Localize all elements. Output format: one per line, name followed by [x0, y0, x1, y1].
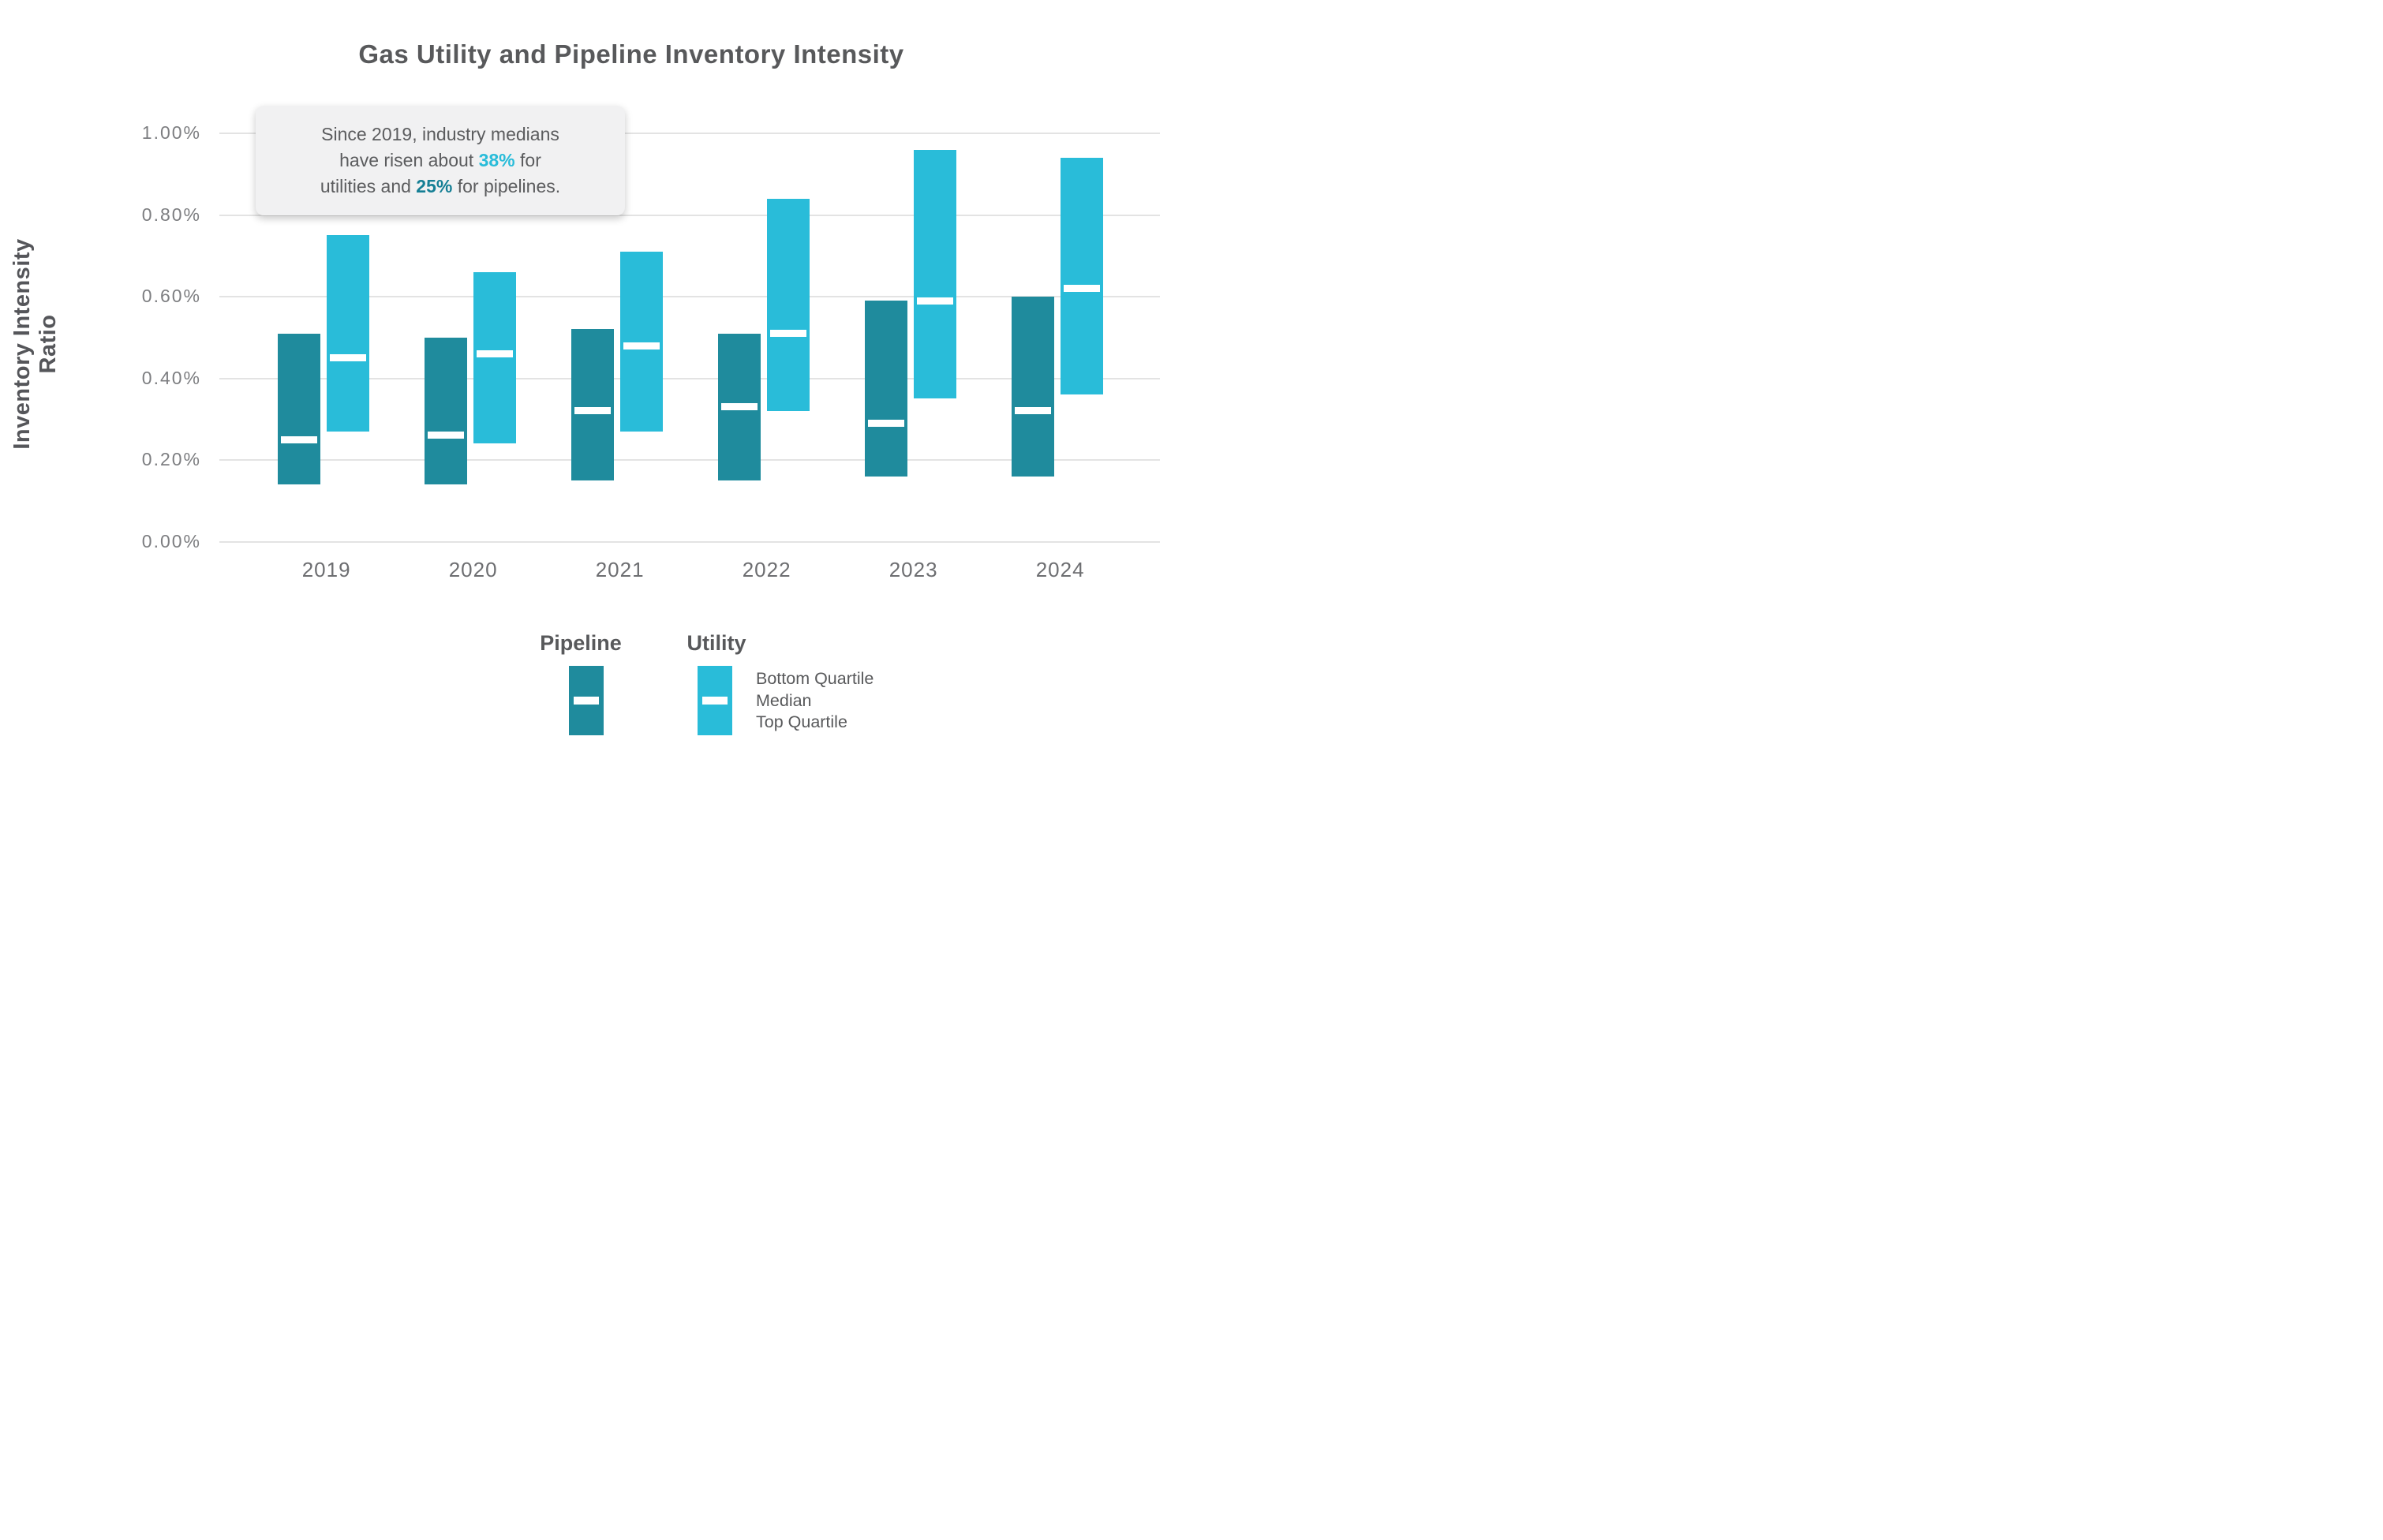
y-tick-label-0.60%: 0.60% [141, 286, 201, 306]
pipeline-increase-value: 25% [416, 176, 453, 196]
x-tick-label-2020: 2020 [448, 558, 498, 581]
median-line-utility-2022 [769, 330, 806, 338]
legend-swatch-utility [698, 666, 732, 735]
gridline-0.20% [219, 459, 1160, 461]
annotation-line-1: Since 2019, industry medians [321, 124, 559, 144]
annotation-callout: Since 2019, industry medians have risen … [256, 106, 625, 215]
quartile-bar-utility-2022 [766, 198, 810, 411]
quartile-bar-pipeline-2021 [570, 329, 614, 480]
legend-item-median: Median [756, 690, 812, 710]
x-tick-label-2021: 2021 [595, 558, 645, 581]
annotation-line-2: have risen about 38% for [339, 150, 541, 170]
y-tick-label-0.80%: 0.80% [141, 204, 201, 225]
quartile-bar-utility-2023 [913, 149, 956, 399]
x-tick-label-2024: 2024 [1035, 558, 1085, 581]
legend-item-top-quartile: Top Quartile [756, 712, 847, 731]
legend-swatch-pipeline [569, 666, 604, 735]
median-line-utility-2024 [1063, 285, 1100, 293]
median-line-pipeline-2021 [574, 407, 611, 415]
y-axis-title: Inventory Intensity Ratio [9, 238, 61, 450]
quartile-bar-pipeline-2024 [1011, 297, 1054, 477]
annotation-line-3: utilities and 25% for pipelines. [320, 176, 561, 196]
median-line-utility-2020 [476, 349, 513, 357]
quartile-bar-pipeline-2020 [424, 337, 467, 485]
y-tick-label-0.00%: 0.00% [141, 530, 201, 551]
utility-increase-value: 38% [478, 150, 515, 170]
chart-canvas: Gas Utility and Pipeline Inventory Inten… [0, 0, 1192, 770]
quartile-bar-utility-2020 [473, 271, 516, 444]
x-tick-label-2023: 2023 [888, 558, 938, 581]
median-line-utility-2019 [329, 354, 366, 362]
chart-title: Gas Utility and Pipeline Inventory Inten… [358, 39, 904, 69]
gridline-0.80% [219, 214, 1160, 216]
gridline-1.00% [219, 133, 1160, 134]
x-tick-label-2022: 2022 [742, 558, 791, 581]
median-line-pipeline-2022 [720, 403, 758, 411]
median-line-utility-2021 [623, 342, 660, 349]
quartile-bar-pipeline-2019 [277, 333, 320, 485]
y-tick-label-1.00%: 1.00% [141, 122, 201, 143]
y-tick-label-0.20%: 0.20% [141, 449, 201, 469]
median-line-utility-2023 [916, 297, 953, 305]
legend-median-tick-utility [702, 697, 728, 705]
legend-median-tick-pipeline [574, 697, 599, 705]
quartile-bar-utility-2019 [326, 235, 369, 432]
gridline-0.00% [219, 540, 1160, 543]
legend-header-pipeline: Pipeline [540, 631, 622, 655]
quartile-bar-utility-2024 [1060, 158, 1103, 395]
legend-header-utility: Utility [686, 631, 746, 655]
legend-item-bottom-quartile: Bottom Quartile [756, 669, 874, 688]
gridline-0.60% [219, 296, 1160, 297]
legend-item-labels: Bottom Quartile Median Top Quartile [756, 668, 874, 734]
median-line-pipeline-2024 [1014, 407, 1051, 415]
x-tick-label-2019: 2019 [301, 558, 351, 581]
gridline-0.40% [219, 377, 1160, 379]
quartile-bar-pipeline-2023 [864, 301, 907, 477]
median-line-pipeline-2020 [427, 432, 464, 439]
y-tick-label-0.40%: 0.40% [141, 367, 201, 388]
median-line-pipeline-2019 [280, 435, 317, 443]
median-line-pipeline-2023 [867, 419, 904, 427]
quartile-bar-utility-2021 [619, 252, 663, 432]
